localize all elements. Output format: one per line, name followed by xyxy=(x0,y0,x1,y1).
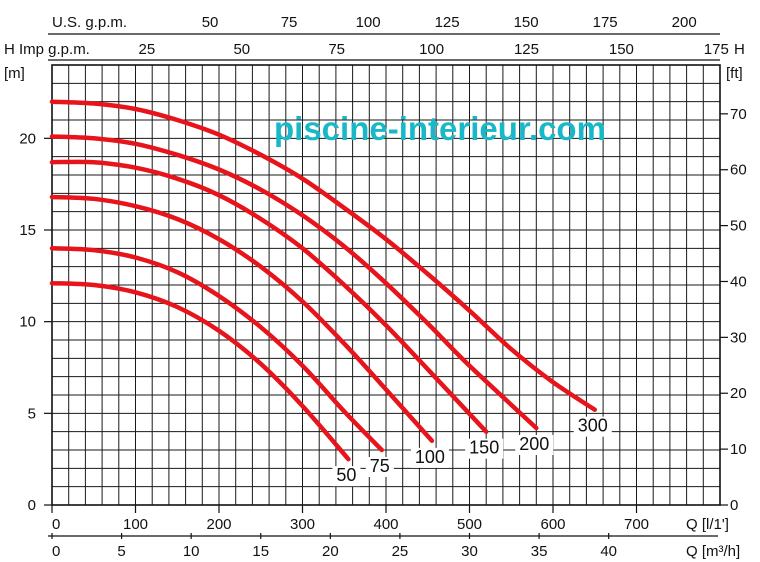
x-tick-label-m3h: 25 xyxy=(392,543,409,560)
top-tick-label-usgpm: 175 xyxy=(593,14,618,31)
y-tick-label-ft: 60 xyxy=(730,162,747,179)
y-axis-unit-ft: [ft] xyxy=(726,65,743,82)
top-tick-label-impgpm: 75 xyxy=(328,41,345,58)
curve-label-bg-100 xyxy=(410,447,449,468)
top-tick-label-usgpm: 75 xyxy=(281,14,298,31)
top-tick-label-impgpm: 25 xyxy=(139,41,156,58)
curve-50 xyxy=(49,280,351,462)
top-axis-end-label: H xyxy=(734,41,745,58)
y-tick-label-m: 0 xyxy=(28,497,36,514)
y-tick-label-ft: 70 xyxy=(730,106,747,123)
x-tick-label-m3h: 5 xyxy=(117,543,125,560)
x-tick-label-lpm: 0 xyxy=(52,516,60,533)
curve-labels: 50 75 100 150 200 300 xyxy=(332,416,612,487)
curve-300 xyxy=(49,99,598,412)
watermark-text: piscine-interieur.com xyxy=(274,110,606,147)
x-tick-label-lpm: 400 xyxy=(373,516,398,533)
curve-label-300: 300 xyxy=(578,416,608,436)
y-tick-label-m: 5 xyxy=(28,405,36,422)
top-tick-label-impgpm: 150 xyxy=(609,41,634,58)
curve-75 xyxy=(49,246,385,453)
x-tick-label-m3h: 40 xyxy=(600,543,617,560)
curve-label-bg-200 xyxy=(515,435,554,455)
x-tick-label-lpm: 200 xyxy=(206,516,231,533)
top-tick-label-impgpm: 175 xyxy=(704,41,729,58)
x-axis-label-m3h: Q [m³/h] xyxy=(686,543,740,560)
top-tick-label-usgpm: 150 xyxy=(514,14,539,31)
curve-label-75: 75 xyxy=(370,456,390,476)
top-tick-label-usgpm: 125 xyxy=(435,14,460,31)
curve-label-bg-300 xyxy=(573,416,612,437)
y-tick-label-ft: 10 xyxy=(730,441,747,458)
curve-label-100: 100 xyxy=(415,447,445,467)
top-tick-label-impgpm: 125 xyxy=(514,41,539,58)
top-tick-label-impgpm: 100 xyxy=(419,41,444,58)
y-tick-label-ft: 20 xyxy=(730,385,747,402)
curve-label-bg-150 xyxy=(465,438,504,459)
y-tick-label-m: 20 xyxy=(19,130,36,147)
x-tick-label-m3h: 10 xyxy=(183,543,200,560)
curves xyxy=(49,99,598,462)
y-tick-label-m: 10 xyxy=(19,314,36,331)
top-axis-label-impgpm: H Imp g.p.m. xyxy=(4,41,90,58)
x-tick-label-m3h: 0 xyxy=(52,543,60,560)
x-tick-label-lpm: 300 xyxy=(290,516,315,533)
x-tick-label-lpm: 700 xyxy=(624,516,649,533)
y-axis-unit-m: [m] xyxy=(4,65,25,82)
top-tick-label-usgpm: 100 xyxy=(356,14,381,31)
curve-100 xyxy=(49,194,435,444)
y-tick-label-ft: 40 xyxy=(730,273,747,290)
x-tick-label-lpm: 500 xyxy=(457,516,482,533)
top-tick-label-impgpm: 50 xyxy=(233,41,250,58)
curve-label-200: 200 xyxy=(519,434,549,454)
top-tick-label-usgpm: 200 xyxy=(672,14,697,31)
y-tick-label-ft: 50 xyxy=(730,218,747,235)
curve-150 xyxy=(49,159,489,434)
x-tick-label-lpm: 600 xyxy=(540,516,565,533)
curve-label-50: 50 xyxy=(336,465,356,485)
x-tick-label-m3h: 15 xyxy=(252,543,269,560)
x-axis-label-lpm: Q [l/1'] xyxy=(686,516,729,533)
x-tick-label-m3h: 30 xyxy=(461,543,478,560)
y-tick-label-ft: 30 xyxy=(730,329,747,346)
x-tick-label-m3h: 35 xyxy=(531,543,548,560)
top-tick-label-usgpm: 50 xyxy=(202,14,219,31)
top-axis-label-usgpm: U.S. g.p.m. xyxy=(52,14,127,31)
grid xyxy=(51,64,721,506)
curve-200 xyxy=(49,134,539,431)
curve-label-bg-75 xyxy=(365,457,394,477)
curve-label-150: 150 xyxy=(469,438,499,458)
curve-label-bg-50 xyxy=(332,466,361,487)
y-tick-label-m: 15 xyxy=(19,222,36,239)
x-tick-label-lpm: 100 xyxy=(123,516,148,533)
x-tick-label-m3h: 20 xyxy=(322,543,339,560)
y-tick-label-ft: 0 xyxy=(730,497,738,514)
